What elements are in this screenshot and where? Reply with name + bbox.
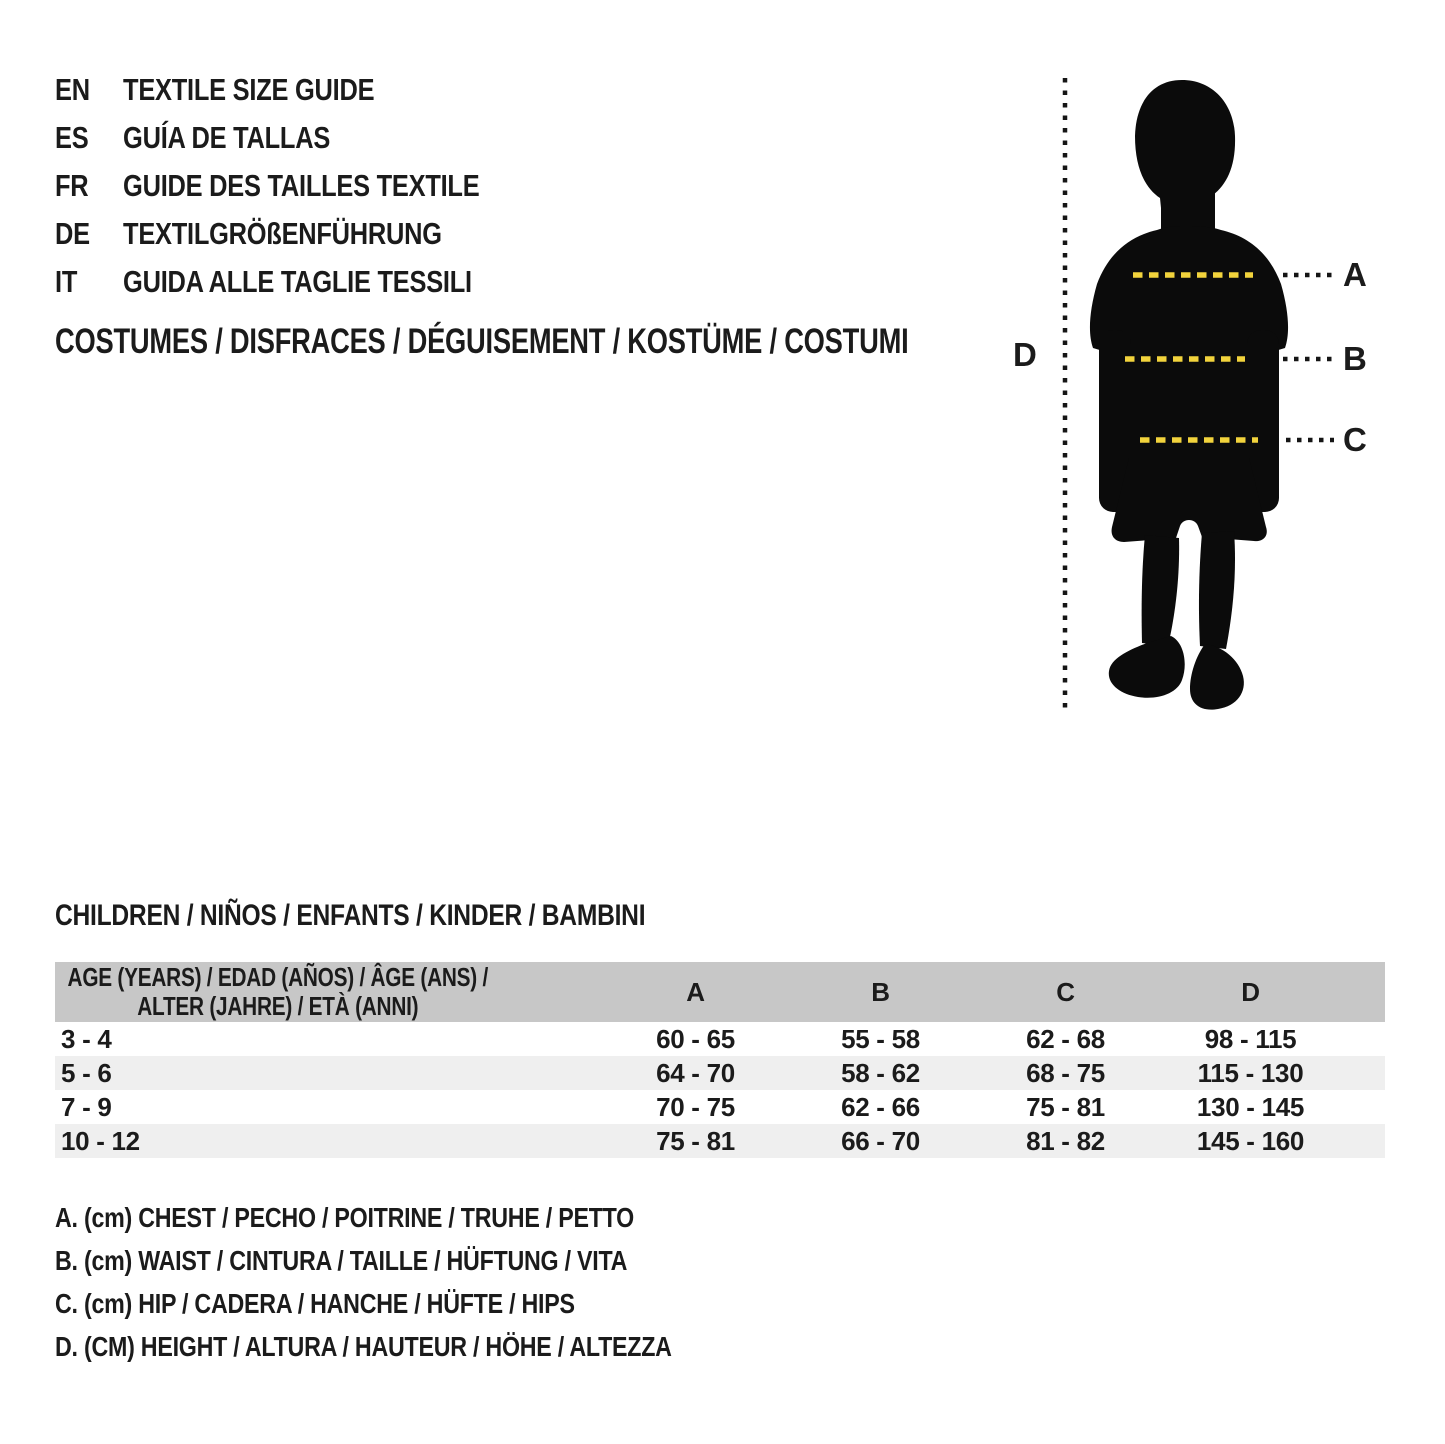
spacer-cell [1343,1090,1385,1124]
column-header-c: C [1056,976,1075,1007]
measure-label-c: C [1343,421,1367,458]
language-code: ES [55,120,89,155]
age-cell: 7 - 9 [61,1091,112,1122]
child-silhouette-graphic [1062,78,1334,715]
chest-cell: 70 - 75 [656,1091,735,1122]
height-cell: 98 - 115 [1204,1023,1297,1054]
waist-cell: 66 - 70 [841,1125,920,1156]
language-code: DE [55,216,90,251]
language-title: GUIDA ALLE TAGLIE TESSILI [123,264,472,299]
silhouette-left-arm [1099,330,1131,512]
waist-cell: 55 - 58 [841,1023,920,1054]
child-silhouette [1089,80,1289,710]
silhouette-right-arm [1247,330,1279,512]
column-header-d: D [1241,976,1260,1007]
silhouette-left-leg [1141,535,1180,646]
silhouette-shorts [1111,458,1267,542]
age-header-line2: ALTER (JAHRE) / ETÀ (ANNI) [137,991,419,1021]
age-header-line1: AGE (YEARS) / EDAD (AÑOS) / ÂGE (ANS) / [67,962,489,992]
language-title: GUÍA DE TALLAS [123,120,331,155]
table-row: 7 - 9 70 - 75 62 - 66 75 - 81 130 - 145 [55,1090,1385,1124]
language-row-it: IT GUIDA ALLE TAGLIE TESSILI [55,258,479,306]
language-row-en: EN TEXTILE SIZE GUIDE [55,66,479,114]
column-header-spacer [1343,962,1385,1022]
table-row: 10 - 12 75 - 81 66 - 70 81 - 82 145 - 16… [55,1124,1385,1158]
hip-cell: 68 - 75 [1026,1057,1105,1088]
age-column-header: AGE (YEARS) / EDAD (AÑOS) / ÂGE (ANS) / … [55,962,603,1022]
hip-cell: 81 - 82 [1026,1125,1105,1156]
legend-height: D. (CM) HEIGHT / ALTURA / HAUTEUR / HÖHE… [55,1331,672,1362]
silhouette-head [1135,80,1236,228]
silhouette-shirt [1089,226,1289,465]
waist-cell: 62 - 66 [841,1091,920,1122]
silhouette-left-shoe [1108,636,1185,698]
legend-chest: A. (cm) CHEST / PECHO / POITRINE / TRUHE… [55,1202,635,1233]
age-cell: 3 - 4 [61,1023,112,1054]
language-title-list: EN TEXTILE SIZE GUIDE ES GUÍA DE TALLAS … [55,66,573,306]
age-cell: 10 - 12 [61,1125,140,1156]
language-code: IT [55,264,78,299]
age-cell: 5 - 6 [61,1057,112,1088]
language-code: FR [55,168,89,203]
children-size-table: AGE (YEARS) / EDAD (AÑOS) / ÂGE (ANS) / … [55,962,1385,1158]
spacer-cell [1343,1056,1385,1090]
chest-cell: 64 - 70 [656,1057,735,1088]
language-title: TEXTILE SIZE GUIDE [123,72,375,107]
height-cell: 130 - 145 [1196,1091,1305,1122]
waist-cell: 58 - 62 [841,1057,920,1088]
silhouette-right-shoe [1190,644,1244,710]
language-row-es: ES GUÍA DE TALLAS [55,114,479,162]
legend-hip: C. (cm) HIP / CADERA / HANCHE / HÜFTE / … [55,1288,575,1319]
silhouette-right-leg [1198,531,1236,649]
measurement-legend: A. (cm) CHEST / PECHO / POITRINE / TRUHE… [55,1196,798,1368]
measure-label-a: A [1343,256,1367,293]
language-title: GUIDE DES TAILLES TEXTILE [123,168,480,203]
table-row: 3 - 4 60 - 65 55 - 58 62 - 68 98 - 115 [55,1022,1385,1056]
measure-label-b: B [1343,340,1367,377]
table-row: 5 - 6 64 - 70 58 - 62 68 - 75 115 - 130 [55,1056,1385,1090]
height-cell: 115 - 130 [1197,1057,1304,1088]
children-section-title: CHILDREN / NIÑOS / ENFANTS / KINDER / BA… [55,899,646,932]
legend-waist: B. (cm) WAIST / CINTURA / TAILLE / HÜFTU… [55,1245,628,1276]
language-row-de: DE TEXTILGRÖßENFÜHRUNG [55,210,479,258]
language-row-fr: FR GUIDE DES TAILLES TEXTILE [55,162,480,210]
column-header-b: B [871,976,890,1007]
height-cell: 145 - 160 [1196,1125,1305,1156]
category-title: COSTUMES / DISFRACES / DÉGUISEMENT / KOS… [55,322,909,361]
chest-cell: 75 - 81 [656,1125,735,1156]
measure-label-d: D [1013,336,1037,373]
chest-cell: 60 - 65 [656,1023,735,1054]
size-table-header-row: AGE (YEARS) / EDAD (AÑOS) / ÂGE (ANS) / … [55,962,1385,1022]
spacer-cell [1343,1124,1385,1158]
language-title: TEXTILGRÖßENFÜHRUNG [123,216,442,251]
spacer-cell [1343,1022,1385,1056]
column-header-a: A [686,976,705,1007]
language-code: EN [55,72,90,107]
hip-cell: 62 - 68 [1026,1023,1105,1054]
measurement-figure: A B C D [1000,60,1445,740]
hip-cell: 75 - 81 [1026,1091,1105,1122]
